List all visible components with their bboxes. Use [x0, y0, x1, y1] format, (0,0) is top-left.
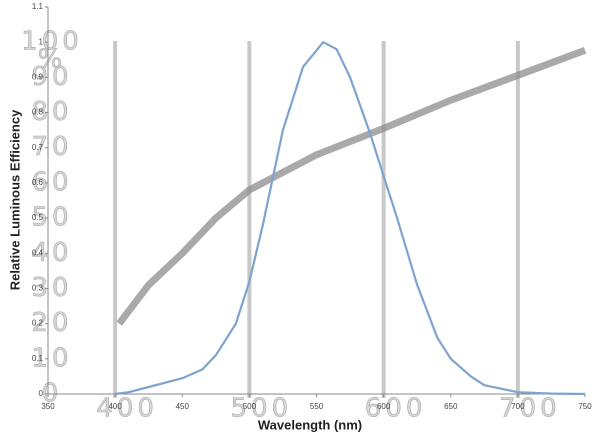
- overlay-y-label: 90: [31, 62, 72, 92]
- y-tick-label: 1: [39, 37, 44, 46]
- y-tick-label: 0.7: [32, 143, 44, 152]
- y-tick-label: 0.9: [32, 72, 44, 81]
- x-tick-label: 400: [108, 402, 122, 411]
- overlay-y-label: 30: [31, 273, 72, 303]
- overlay-y-label: 50: [31, 203, 72, 233]
- y-tick-label: 0.4: [32, 248, 44, 257]
- overlay-unit: %: [38, 45, 67, 75]
- y-axis-label: Relative Luminous Efficiency: [7, 109, 22, 290]
- overlay-x-label: 700: [499, 394, 561, 424]
- overlay-x-label: 600: [365, 394, 427, 424]
- y-tick-label: 0.5: [32, 213, 44, 222]
- y-tick-label: 0.6: [32, 178, 44, 187]
- x-tick-label: 550: [310, 402, 324, 411]
- y-tick-label: 0: [39, 389, 44, 398]
- x-axis-label: Wavelength (nm): [258, 417, 362, 432]
- overlay-y-label: 80: [31, 97, 72, 127]
- overlay-y-label: 10: [31, 343, 72, 373]
- y-tick-label: 0.8: [32, 108, 44, 117]
- line-series: [114, 41, 586, 396]
- y-tick-label: 0.1: [32, 354, 44, 363]
- overlay-y-label: 100: [21, 27, 83, 57]
- x-tick-label: 500: [243, 402, 257, 411]
- y-tick-label: 0.2: [32, 319, 44, 328]
- x-tick-label: 650: [444, 402, 458, 411]
- overlay-y-label: 70: [31, 132, 72, 162]
- y-tick-label: 1.1: [32, 2, 44, 11]
- overlay-x-label: 500: [231, 394, 293, 424]
- overlay-x-label: 400: [96, 394, 158, 424]
- x-tick-label: 350: [41, 402, 55, 411]
- x-tick-label: 450: [176, 402, 190, 411]
- overlay-y-label: 60: [31, 167, 72, 197]
- x-tick-label: 600: [377, 402, 391, 411]
- overlay-curve: [116, 47, 587, 326]
- overlay-y-label: 40: [31, 238, 72, 268]
- x-tick-label: 750: [578, 402, 592, 411]
- overlay-y-label: 20: [31, 308, 72, 338]
- x-tick-label: 700: [511, 402, 525, 411]
- y-tick-label: 0.3: [32, 284, 44, 293]
